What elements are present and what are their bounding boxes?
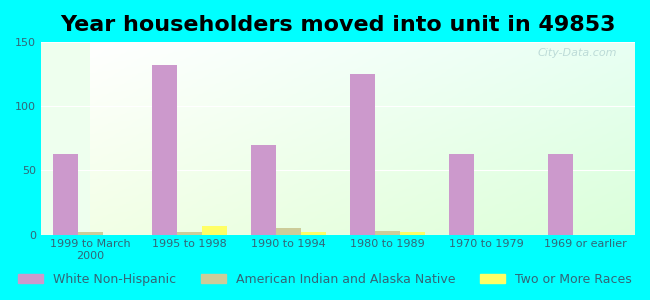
Bar: [375, 231, 400, 235]
Bar: [449, 154, 474, 235]
Bar: [350, 74, 375, 235]
Bar: [276, 228, 301, 235]
Bar: [549, 154, 573, 235]
Bar: [53, 154, 78, 235]
Bar: [301, 232, 326, 235]
Text: City-Data.com: City-Data.com: [538, 48, 618, 58]
Bar: [152, 65, 177, 235]
Bar: [252, 145, 276, 235]
Title: Year householders moved into unit in 49853: Year householders moved into unit in 498…: [60, 15, 616, 35]
Legend: White Non-Hispanic, American Indian and Alaska Native, Two or More Races: White Non-Hispanic, American Indian and …: [13, 268, 637, 291]
Bar: [400, 232, 424, 235]
Bar: [78, 232, 103, 235]
Bar: [202, 226, 227, 235]
Bar: [177, 232, 202, 235]
